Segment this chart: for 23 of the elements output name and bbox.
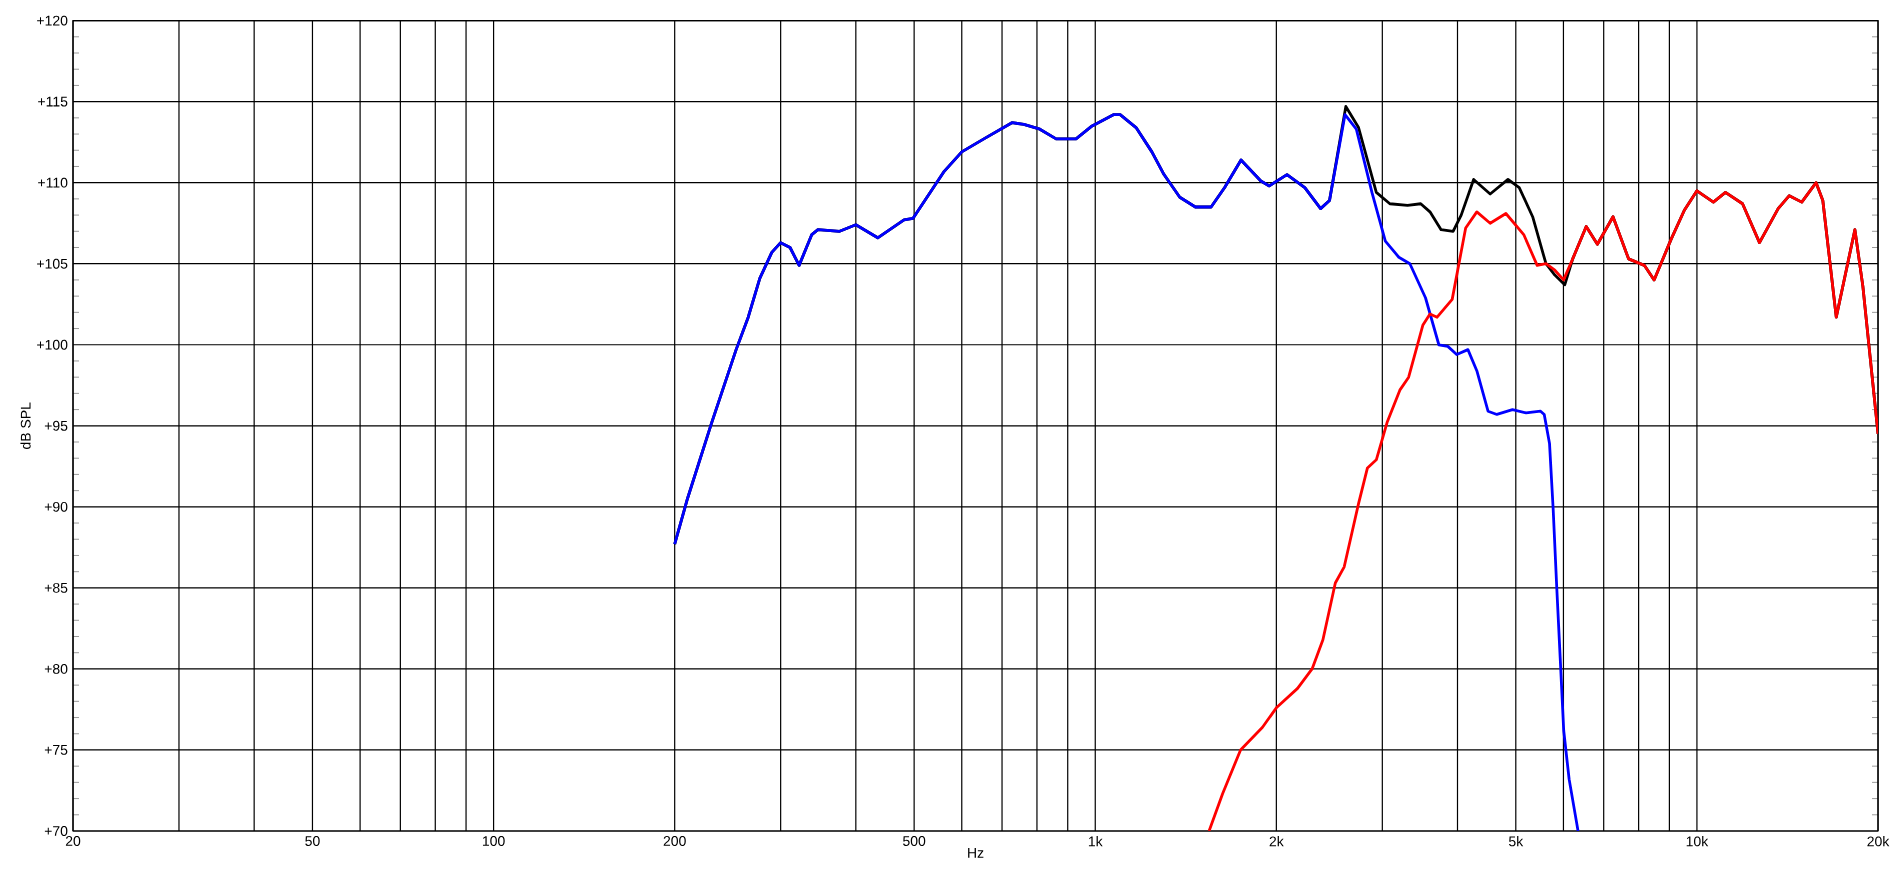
x-axis-title: Hz [968, 848, 984, 858]
y-tick-label: +115 [38, 96, 68, 107]
y-tick-label: +90 [44, 501, 68, 512]
y-tick-label: +95 [44, 420, 68, 431]
x-tick-label: 10k [1686, 836, 1709, 847]
y-tick-label: +75 [44, 745, 68, 755]
y-tick-label: +110 [38, 177, 68, 188]
y-tick-label: +70 [44, 826, 68, 836]
x-tick-label: 20k [1867, 836, 1890, 847]
x-tick-label: 2k [1269, 836, 1284, 847]
x-tick-label: 50 [305, 836, 320, 846]
x-tick-label: 500 [903, 836, 926, 846]
x-tick-label: 100 [482, 836, 505, 846]
x-tick-label: 200 [663, 836, 686, 846]
y-axis-title: dB SPL [20, 402, 31, 449]
x-tick-label: 20 [65, 836, 81, 846]
x-tick-label: 5k [1508, 836, 1524, 847]
y-tick-label: +80 [44, 663, 68, 674]
y-tick-label: +105 [37, 258, 68, 269]
y-tick-label: +85 [44, 582, 68, 593]
y-tick-label: +120 [37, 15, 68, 26]
x-tick-label: 1k [1088, 836, 1103, 847]
y-tick-label: +100 [37, 339, 68, 350]
